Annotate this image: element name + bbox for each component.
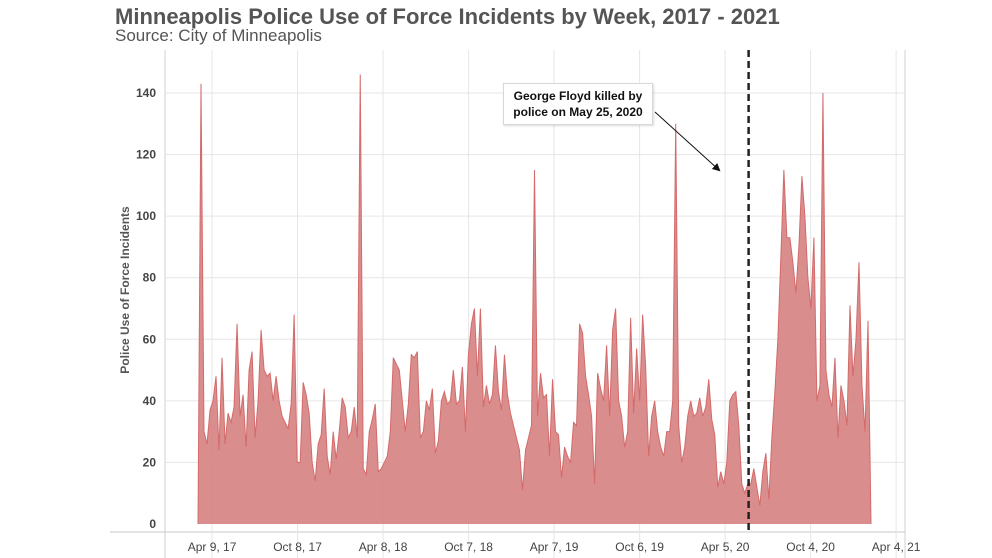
chart-subtitle: Source: City of Minneapolis: [115, 26, 322, 45]
y-tick-label: 60: [143, 332, 157, 346]
chart-title: Minneapolis Police Use of Force Incident…: [115, 4, 780, 29]
area-layer: [197, 74, 872, 525]
annotation-arrow: [654, 111, 721, 172]
x-tick-label: Oct 4, 20: [786, 540, 835, 554]
x-tick-label: Apr 7, 19: [530, 540, 579, 554]
marker-layer: [654, 50, 750, 532]
x-tick-label: Apr 4, 21: [872, 540, 921, 554]
series-line: [197, 74, 872, 525]
y-tick-label: 120: [136, 148, 156, 162]
annotation-text: George Floyd killed by police on May 25,…: [513, 89, 643, 119]
y-tick-label: 40: [143, 394, 157, 408]
y-axis-label: Police Use of Force Incidents: [118, 206, 132, 374]
series-area: [198, 74, 871, 524]
y-tick-label: 140: [136, 86, 156, 100]
y-tick-label: 0: [149, 517, 156, 531]
x-tick-label: Oct 8, 17: [273, 540, 322, 554]
x-tick-label: Oct 7, 18: [444, 540, 493, 554]
y-tick-label: 20: [143, 455, 157, 469]
x-tick-label: Apr 9, 17: [188, 540, 237, 554]
x-tick-label: Apr 5, 20: [701, 540, 750, 554]
y-tick-label: 80: [143, 271, 157, 285]
x-tick-label: Apr 8, 18: [359, 540, 408, 554]
x-tick-label: Oct 6, 19: [615, 540, 664, 554]
annotation-box: George Floyd killed by police on May 25,…: [503, 83, 653, 125]
axis-layer: 0 20 40 60 80 100 120 140 Apr 9, 17 Oct 8, 17 Apr …: [136, 86, 921, 554]
y-tick-label: 100: [136, 209, 156, 223]
